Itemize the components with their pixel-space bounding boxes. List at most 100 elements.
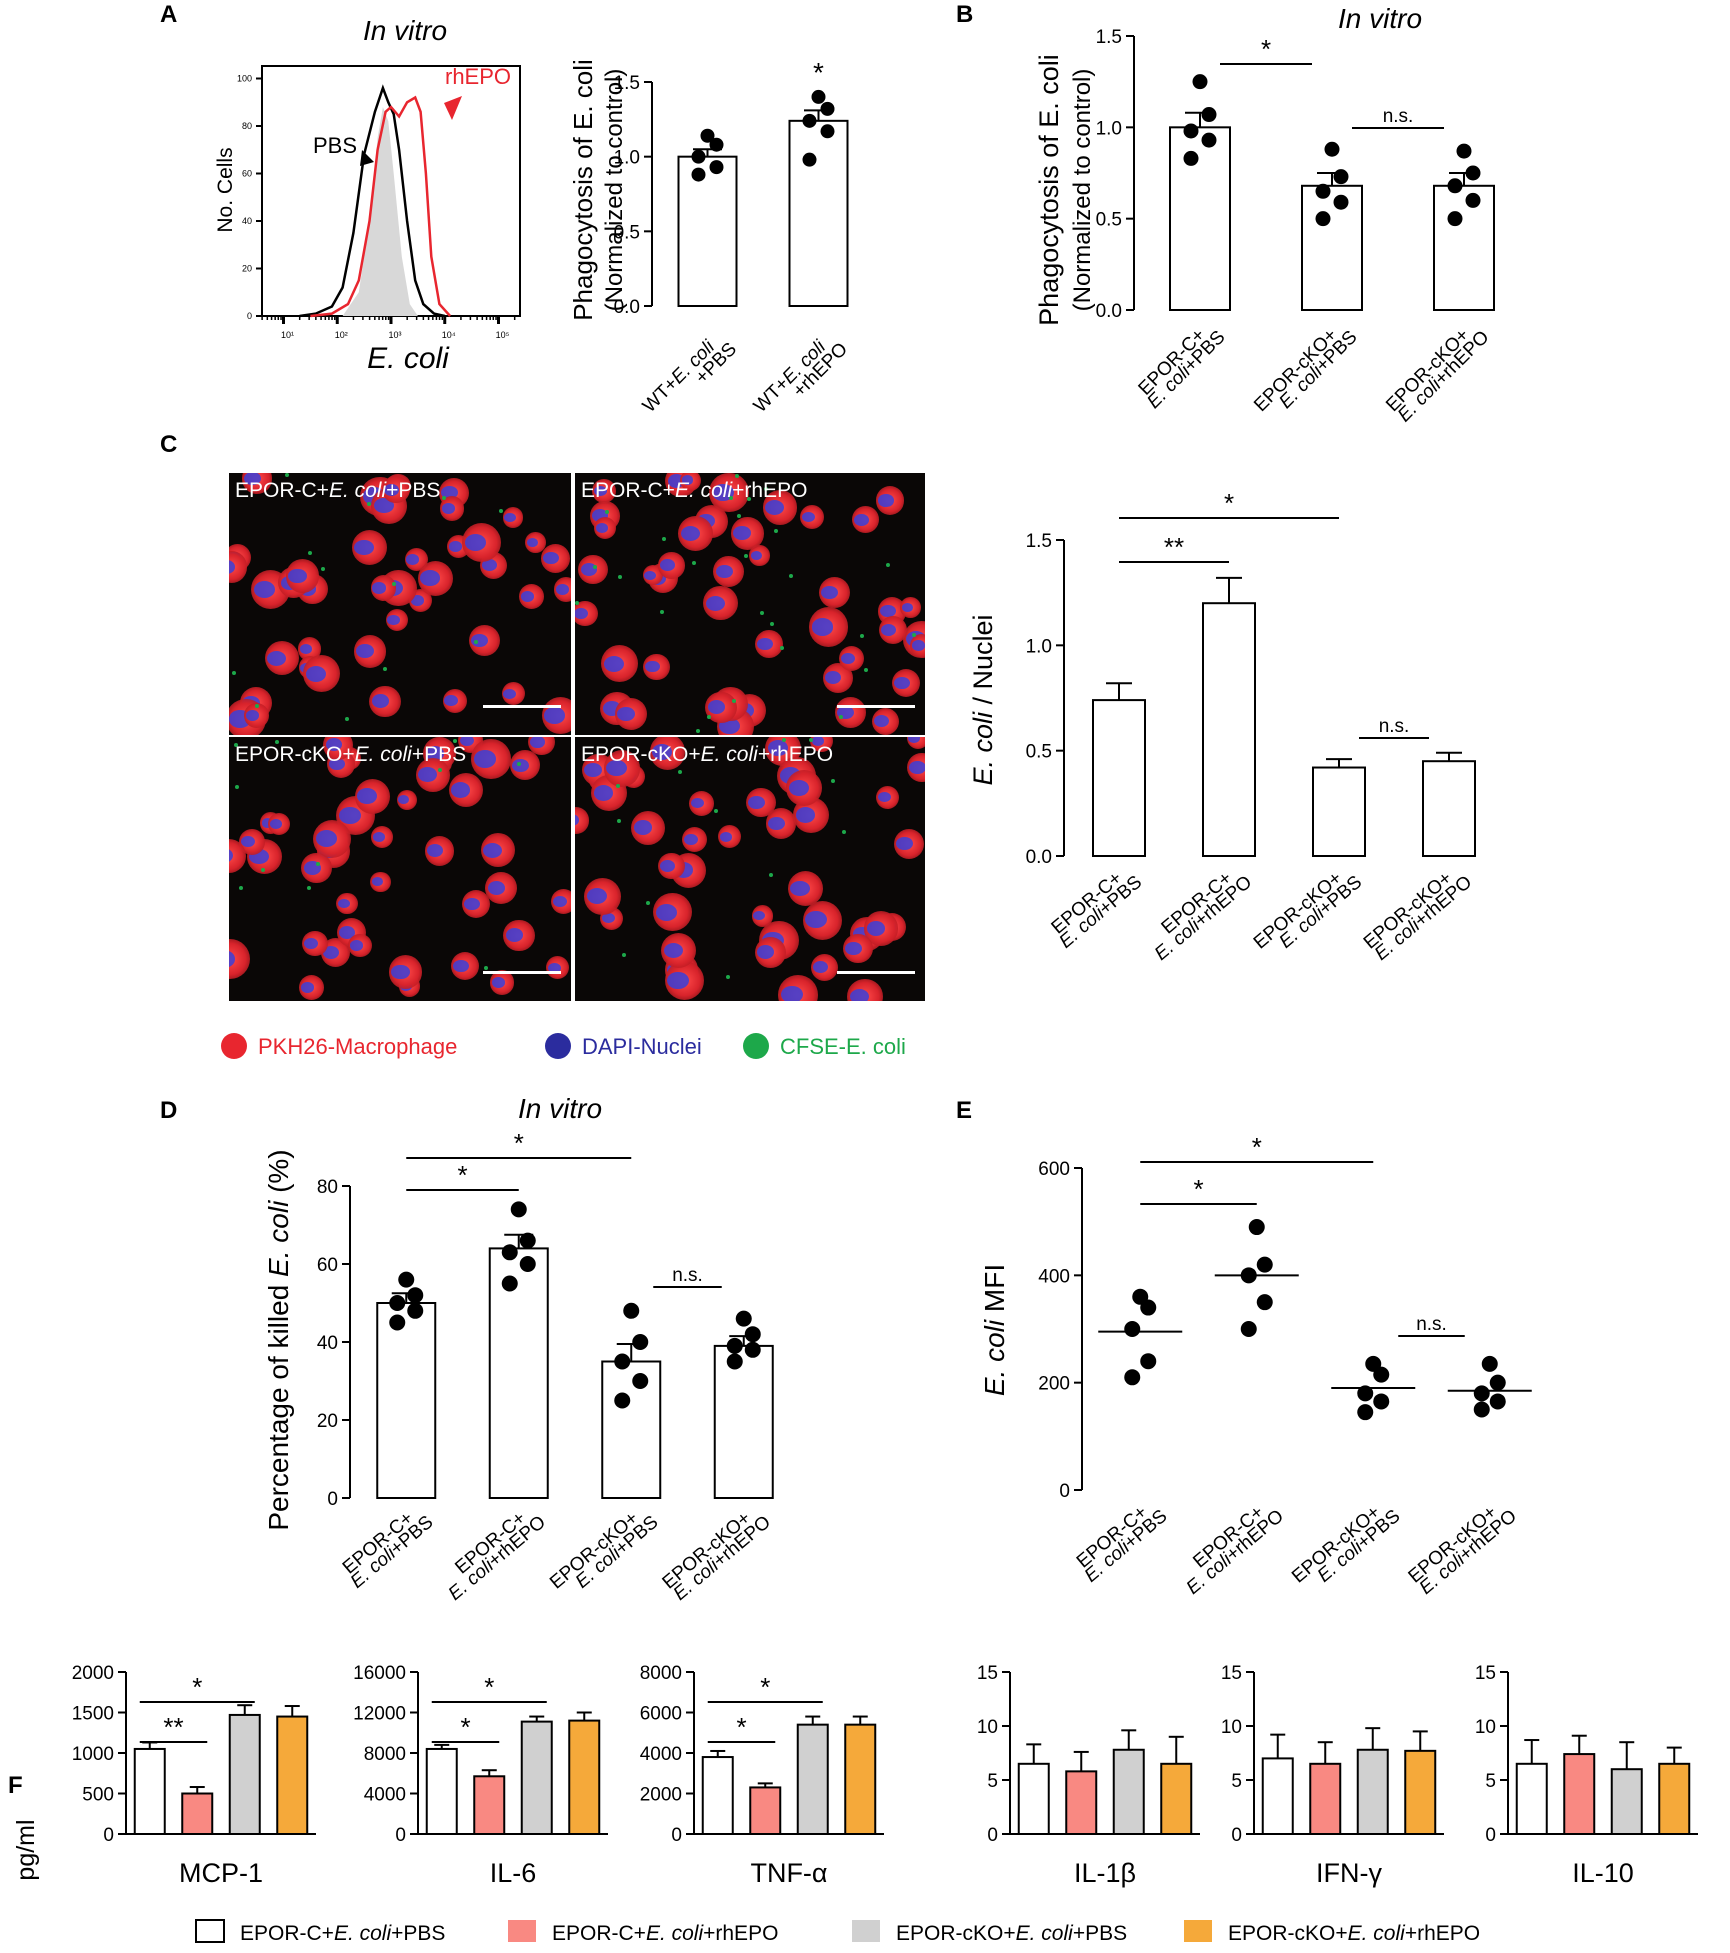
label-segment: EPOR-cKO+	[1228, 1922, 1348, 1945]
macrophage-cell	[229, 939, 250, 980]
panel-d-y-tick-label: 0	[327, 1489, 338, 1510]
panel-a-bar-bar	[677, 155, 738, 307]
nucleus	[448, 541, 462, 552]
nucleus	[526, 537, 539, 547]
panel-b-point	[1192, 74, 1208, 90]
panel-f-1-y-tick-label: 4000	[364, 1785, 406, 1806]
panel-f-5-bar	[1563, 1753, 1596, 1835]
panel-letter-d: D	[160, 1097, 177, 1124]
nucleus	[426, 844, 444, 858]
micrograph-label-genotype: EPOR-cKO+	[235, 743, 355, 766]
nucleus	[240, 836, 255, 848]
nucleus	[880, 604, 896, 618]
panel-f-0-bar	[276, 1715, 309, 1836]
histogram-x-tick-label: 10²	[335, 330, 348, 340]
bacteria-dot	[231, 671, 236, 676]
nucleus	[229, 560, 236, 575]
micrograph-2: EPOR-C+E. coli+rhEPO	[574, 472, 926, 736]
nucleus	[387, 614, 400, 625]
label-segment: / Nuclei	[968, 614, 998, 712]
panel-a-bar-point	[820, 101, 835, 116]
scale-bar	[483, 971, 561, 974]
panel-a-bar-point	[709, 137, 724, 152]
bacteria-dot	[746, 497, 751, 502]
panel-b-point	[1315, 211, 1331, 227]
panel-e-point	[1481, 1355, 1498, 1372]
panel-a-bar-point	[802, 152, 817, 167]
nucleus	[261, 818, 274, 828]
panel-d-sig-label: *	[514, 1128, 524, 1158]
nucleus	[398, 795, 410, 805]
nucleus	[656, 903, 678, 921]
bacteria-dot	[691, 560, 696, 565]
stain-legend-label: CFSE-E. coli	[780, 1034, 906, 1059]
nucleus	[288, 568, 307, 584]
panel-b-point	[1447, 211, 1463, 227]
nucleus	[371, 877, 384, 887]
nucleus	[481, 559, 497, 571]
panel-a-bar-y-tick-label: 0.0	[614, 297, 640, 318]
label-segment: Percentage of killed	[263, 1277, 294, 1531]
panel-b-point	[1315, 183, 1331, 199]
nucleus	[768, 740, 788, 757]
panel-b-point	[1183, 123, 1199, 139]
panel-e-point	[1256, 1294, 1273, 1311]
panel-e-y-label: E. coli MFI	[979, 1264, 1010, 1396]
nucleus	[444, 695, 458, 707]
nucleus	[425, 746, 444, 761]
panel-f-sig-label: **	[163, 1712, 183, 1742]
nucleus	[580, 563, 597, 576]
micrograph-label-bacteria: E. coli	[674, 479, 733, 502]
panel-a-bar-point	[691, 149, 706, 164]
bacteria-dot	[592, 565, 597, 570]
legend-swatch	[508, 1920, 536, 1942]
bacteria-dot	[659, 609, 664, 614]
nucleus	[663, 942, 683, 959]
panel-f-2-y-tick-label: 0	[671, 1825, 682, 1846]
panel-a-bar-y-tick-label: 1.5	[614, 73, 640, 94]
scale-bar	[837, 971, 915, 974]
nucleus	[483, 842, 503, 858]
panel-f-0-y-tick-label: 2000	[72, 1663, 114, 1684]
histogram-x-tick-label: 10¹	[281, 330, 294, 340]
micrograph-label: EPOR-cKO+E. coli+rhEPO	[581, 743, 833, 767]
bacteria-dot	[452, 739, 457, 744]
panel-f-2-bar	[701, 1756, 734, 1836]
panel-f-5-bar	[1658, 1762, 1691, 1836]
histogram-x-tick-label: 10⁵	[496, 330, 510, 340]
nucleus	[902, 603, 914, 613]
macrophage-cell	[575, 807, 589, 834]
nucleus	[616, 706, 635, 722]
panel-f-sig-label: *	[484, 1672, 494, 1702]
nucleus	[547, 962, 561, 973]
micrograph-label-genotype: EPOR-C+	[581, 479, 675, 502]
nucleus	[441, 503, 456, 514]
panel-f-0-y-tick-label: 0	[103, 1825, 114, 1846]
nucleus	[337, 898, 350, 909]
bacteria-dot	[744, 553, 748, 558]
nucleus	[487, 881, 506, 896]
panel-e-point	[1240, 1321, 1257, 1337]
nucleus	[781, 986, 803, 1001]
nucleus	[503, 688, 516, 699]
panel-d-title: In vitro	[518, 1093, 602, 1124]
label-segment: +rhEPO	[1405, 1922, 1480, 1945]
panel-f-chart-label: MCP-1	[179, 1858, 263, 1888]
nucleus	[338, 925, 355, 939]
panel-d-point	[501, 1275, 518, 1292]
bacteria-dot	[255, 703, 260, 708]
nucleus	[821, 585, 839, 600]
panel-b-sig-label: n.s.	[1383, 106, 1414, 127]
panel-b-y-tick-label: 1.0	[1096, 118, 1122, 139]
nucleus	[304, 937, 319, 949]
nucleus	[371, 694, 389, 709]
micrograph-3: EPOR-cKO+E. coli+PBS	[228, 736, 572, 1002]
nucleus	[520, 590, 535, 602]
nucleus	[644, 570, 656, 580]
nucleus	[530, 737, 545, 748]
nucleus	[854, 513, 869, 526]
panel-b-sig-label: *	[1261, 34, 1271, 64]
bacteria-dot	[860, 633, 865, 638]
scale-bar	[483, 705, 561, 708]
bacteria-dot	[366, 501, 371, 506]
